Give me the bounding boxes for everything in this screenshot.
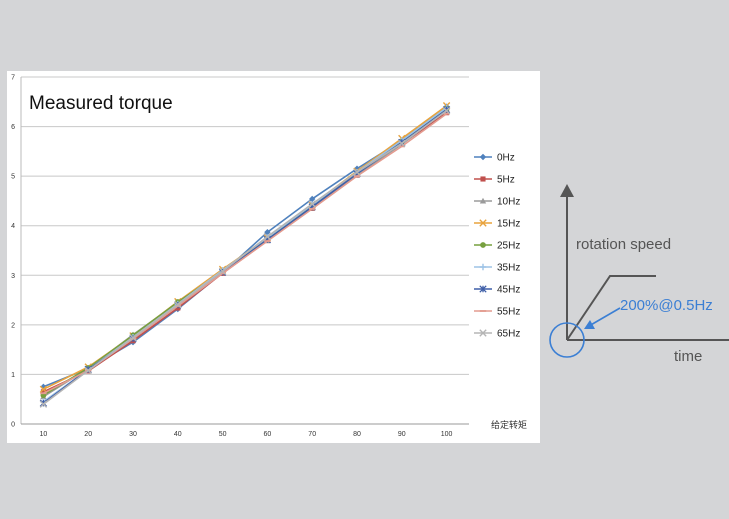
y-tick-label: 0 [11, 422, 15, 429]
data-point [398, 139, 406, 148]
y-tick-label: 2 [11, 322, 15, 329]
data-point [174, 300, 182, 309]
legend-marker [479, 285, 487, 293]
legend-label: 35Hz [497, 263, 520, 274]
y-tick-label: 4 [11, 223, 15, 230]
diagram-annotation: 200%@0.5Hz [620, 297, 713, 314]
data-point [442, 107, 451, 115]
diagram-x-axis-label: time [674, 348, 703, 365]
x-tick-label: 40 [174, 431, 182, 438]
y-tick-label: 1 [11, 372, 15, 379]
highlight-circle [549, 322, 585, 358]
data-point [353, 168, 361, 176]
data-point [39, 400, 48, 408]
y-tick-label: 5 [11, 174, 15, 181]
legend-label: 5Hz [497, 175, 515, 186]
diagram-y-axis-arrow-icon [560, 184, 574, 197]
data-point [309, 195, 316, 203]
legend-marker [479, 329, 487, 337]
legend-label: 25Hz [497, 241, 520, 252]
legend-label: 15Hz [497, 219, 520, 230]
data-point [39, 399, 48, 407]
data-point [40, 389, 46, 395]
legend-label: 45Hz [497, 285, 520, 296]
data-point [218, 267, 227, 276]
x-tick-label: 90 [398, 431, 406, 438]
x-tick-label: 70 [308, 431, 316, 438]
data-point [129, 334, 137, 342]
series-line [43, 106, 448, 388]
x-tick-label: 20 [84, 431, 92, 438]
data-point [263, 232, 272, 241]
legend-marker [480, 242, 486, 248]
y-tick-label: 6 [11, 124, 15, 131]
annotation-arrow-icon [584, 320, 595, 329]
legend-marker [480, 176, 486, 182]
y-tick-label: 7 [11, 75, 15, 82]
legend-marker [479, 263, 487, 271]
legend-marker [479, 219, 487, 227]
speed-step-line [566, 275, 656, 341]
data-point [264, 228, 271, 236]
legend-marker [479, 153, 487, 161]
diagram-y-axis-label: rotation speed [576, 236, 672, 253]
chart-title: Measured torque [29, 93, 173, 114]
x-tick-label: 100 [441, 431, 453, 438]
x-tick-label: 60 [264, 431, 272, 438]
y-tick-label: 3 [11, 273, 15, 280]
x-tick-label: 50 [219, 431, 227, 438]
x-tick-label: 30 [129, 431, 137, 438]
legend-label: 0Hz [497, 153, 515, 164]
x-tick-label: 10 [40, 431, 48, 438]
data-point [308, 200, 316, 208]
legend-label: 65Hz [497, 329, 520, 340]
x-axis-label: 给定转矩 [491, 419, 527, 431]
x-tick-label: 80 [353, 431, 361, 438]
legend-label: 10Hz [497, 197, 520, 208]
rotation-speed-diagram [549, 184, 729, 358]
data-point [84, 366, 92, 375]
legend-marker [479, 197, 487, 204]
series-line [42, 110, 448, 405]
torque-line-chart: 0 1 2 3 4 5 6 7 10 20 30 40 50 60 70 80 90 100 给定转矩 0Hz 5Hz 1… [11, 75, 527, 439]
legend-label: 55Hz [497, 307, 520, 318]
series-line [43, 105, 448, 391]
chart-panel: 0 1 2 3 4 5 6 7 10 20 30 40 50 60 70 80 90 100 给定转矩 0Hz 5Hz 1… [7, 71, 540, 443]
annotation-arrow-line [588, 307, 621, 327]
